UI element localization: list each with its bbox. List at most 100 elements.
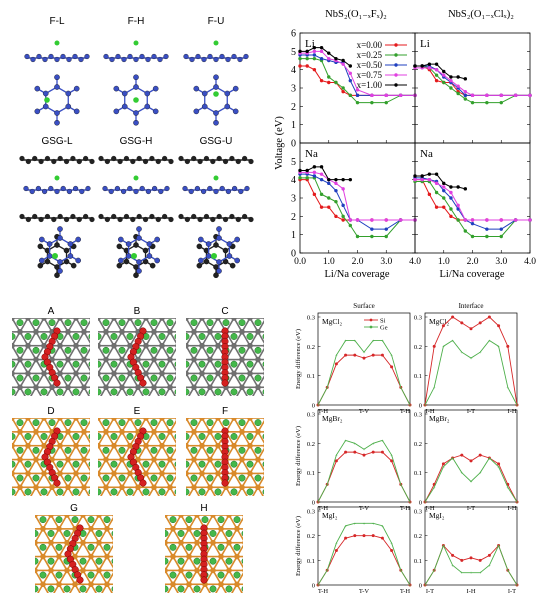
data-point [334, 56, 338, 61]
lattice-node [98, 418, 101, 421]
atom [219, 185, 225, 192]
adatom [110, 388, 118, 396]
lattice-node [191, 484, 197, 491]
legend-marker [394, 43, 398, 47]
adatom [206, 319, 214, 327]
adatom [63, 585, 71, 593]
lattice-node [183, 398, 189, 404]
adatom [12, 360, 16, 368]
lattice-bond [108, 401, 116, 415]
adatom [193, 585, 201, 593]
x-tick-label: I-H [425, 408, 434, 415]
atom [120, 188, 127, 195]
data-point [371, 353, 375, 357]
atom [54, 119, 60, 126]
lattice-bond [154, 401, 162, 415]
adatom [271, 375, 277, 381]
data-point [442, 185, 446, 189]
data-point [327, 80, 331, 85]
path-label: H [200, 503, 207, 514]
data-point [327, 181, 331, 186]
data-point: + [470, 572, 473, 577]
lattice-node [65, 384, 71, 391]
adatom [199, 403, 205, 409]
lattice-bond [115, 584, 123, 598]
data-point [319, 165, 324, 169]
lattice-bond [20, 401, 28, 415]
data-point [348, 71, 353, 76]
lattice-node [146, 568, 152, 574]
lattice-node [247, 418, 253, 421]
lattice-bond [165, 598, 173, 612]
adatom [262, 389, 264, 395]
lattice-bond [129, 418, 130, 419]
lattice-node [103, 401, 109, 407]
adatom [88, 489, 90, 495]
lattice-node [242, 595, 248, 601]
data-point [298, 56, 302, 61]
data-point: + [344, 525, 347, 530]
data-point [528, 218, 532, 222]
adatom [35, 557, 39, 565]
lattice-bond [35, 568, 36, 571]
adatom [25, 306, 31, 312]
atom [136, 235, 142, 241]
lattice-node [81, 329, 87, 335]
adatom [143, 306, 149, 312]
adatom [177, 530, 185, 537]
adatom [238, 346, 246, 354]
data-point [398, 218, 403, 222]
material-label: MgCl₂ [322, 317, 343, 326]
lattice-node [231, 370, 237, 377]
lattice-bond [213, 598, 221, 612]
lattice-bond [274, 460, 282, 474]
lattice-bond [170, 304, 178, 318]
adatom [159, 406, 165, 412]
atom [57, 155, 63, 162]
lattice-bond [139, 529, 147, 543]
data-point [319, 78, 324, 83]
legend: x=0.00x=0.25x=0.50x=0.75x=1.00 [357, 40, 407, 90]
lattice-node [271, 301, 277, 307]
lattice-node [111, 498, 117, 504]
adatom [72, 388, 80, 396]
lattice-bond [76, 401, 84, 415]
adatom [198, 488, 206, 496]
lattice-node [1, 429, 7, 435]
data-point: + [442, 466, 445, 471]
atom [213, 188, 219, 195]
lattice-node [239, 356, 245, 363]
data-point: + [479, 351, 482, 356]
data-point [456, 91, 460, 96]
adatom [274, 503, 280, 509]
data-point [485, 227, 489, 231]
y-tick-label: 0.2 [414, 533, 422, 540]
data-point [449, 196, 453, 200]
lattice-bond [28, 418, 29, 419]
lattice-bond [258, 404, 266, 418]
lattice-bond [194, 401, 202, 415]
lattice-node [287, 357, 293, 363]
atom [238, 188, 244, 195]
lattice-node [127, 370, 133, 377]
lattice-node [104, 526, 110, 532]
plot-frame [317, 409, 411, 503]
atom [136, 155, 142, 162]
lattice-node [175, 484, 181, 490]
atom [149, 262, 156, 269]
data-point [341, 89, 345, 94]
data-point [370, 93, 374, 98]
lattice-node [111, 418, 117, 421]
adatom [63, 530, 71, 537]
lattice-bond [165, 515, 166, 516]
data-point [456, 185, 460, 189]
lattice-node [104, 581, 110, 588]
atom [201, 90, 208, 97]
y-tick-label: 0 [419, 500, 422, 507]
lattice-bond [165, 568, 166, 571]
lattice-node [186, 526, 192, 532]
lattice-node [16, 540, 22, 546]
atom [139, 53, 145, 60]
lattice-node [151, 356, 157, 363]
adatom [170, 600, 176, 606]
